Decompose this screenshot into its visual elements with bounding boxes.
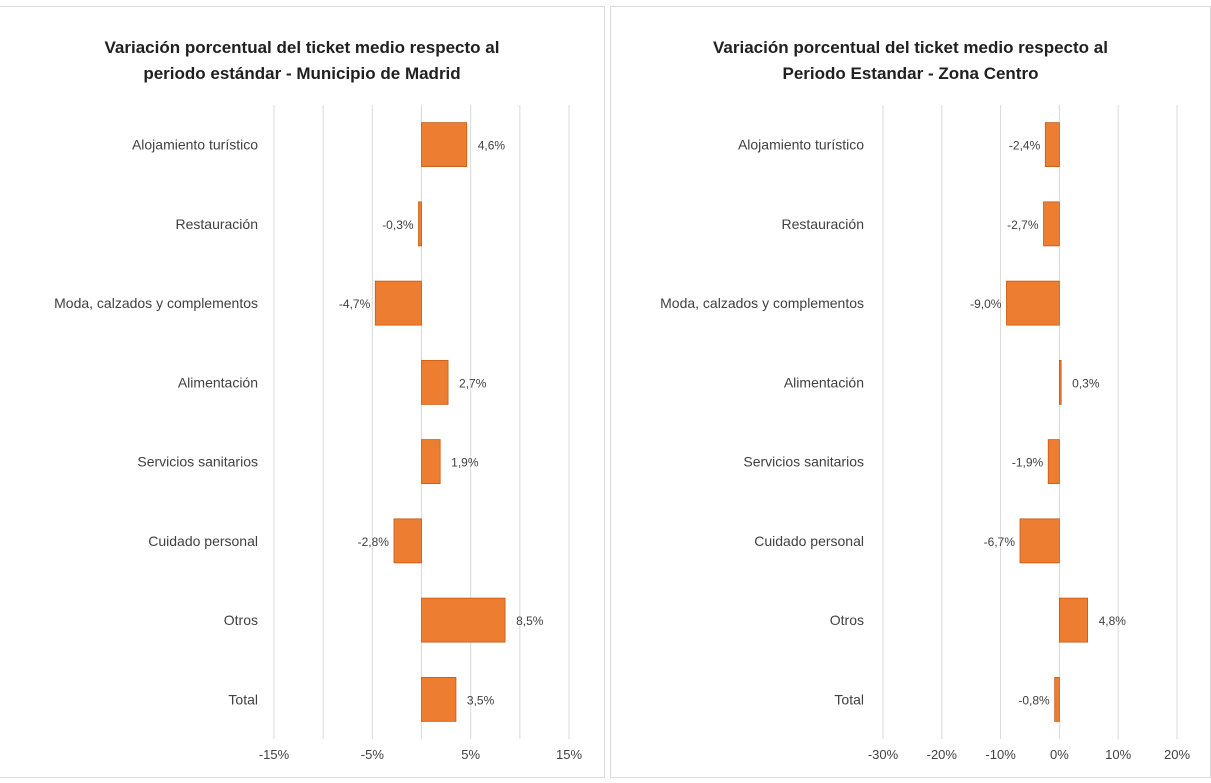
bar [1019, 518, 1060, 564]
chart-title-line-2: Periodo Estandar - Zona Centro [782, 64, 1039, 83]
category-label: Restauración [176, 216, 259, 232]
bar [1044, 122, 1060, 168]
data-label: -2,7% [1007, 218, 1039, 232]
data-label: 1,9% [451, 456, 479, 470]
category-label: Cuidado personal [754, 533, 864, 549]
data-label: -0,8% [1018, 693, 1050, 707]
category-label: Moda, calzados y complementos [660, 295, 864, 311]
data-label: 4,6% [478, 139, 506, 153]
x-tick-label: 20% [1164, 747, 1190, 762]
category-label: Total [834, 691, 864, 707]
data-label: -0,3% [382, 218, 414, 232]
x-tick-label: 15% [556, 747, 582, 762]
category-label: Restauración [782, 216, 865, 232]
data-label: -6,7% [984, 535, 1016, 549]
bar-chart-madrid: Alojamiento turístico 4,6% Restauración -0,… [54, 105, 582, 762]
category-label: Servicios sanitarios [137, 454, 258, 470]
chart-title-line-1: Variación porcentual del ticket medio re… [713, 38, 1108, 57]
category-label: Moda, calzados y complementos [54, 295, 258, 311]
data-label: 2,7% [459, 376, 487, 390]
category-label: Alojamiento turístico [738, 137, 864, 153]
chart-panel-zona-centro: Variación porcentual del ticket medio re… [610, 6, 1211, 778]
x-tick-label: 5% [461, 747, 480, 762]
bar [393, 518, 422, 564]
x-tick-label: 10% [1105, 747, 1131, 762]
data-label: 4,8% [1099, 614, 1127, 628]
data-label: 0,3% [1072, 376, 1100, 390]
chart-panel-madrid: Variación porcentual del ticket medio re… [0, 6, 605, 778]
category-label: Alimentación [784, 374, 864, 390]
chart-title-line-2: periodo estándar - Municipio de Madrid [143, 64, 461, 83]
category-label: Alimentación [178, 374, 258, 390]
bar [1043, 201, 1060, 247]
bar [421, 597, 506, 643]
category-label: Otros [224, 612, 258, 628]
data-label: 8,5% [516, 614, 544, 628]
bar [1047, 439, 1060, 485]
data-label: -1,9% [1012, 456, 1044, 470]
x-tick-label: -10% [985, 747, 1016, 762]
category-label: Total [228, 691, 258, 707]
x-tick-label: -20% [927, 747, 958, 762]
category-label: Alojamiento turístico [132, 137, 258, 153]
bar [421, 122, 468, 168]
bar [421, 676, 457, 722]
chart-title: Variación porcentual del ticket medio re… [611, 35, 1210, 87]
data-label: 3,5% [467, 693, 495, 707]
category-label: Servicios sanitarios [743, 454, 864, 470]
bar [1058, 359, 1062, 405]
data-label: -9,0% [970, 297, 1002, 311]
x-tick-label: -15% [259, 747, 290, 762]
x-tick-label: -5% [361, 747, 385, 762]
bar [421, 439, 441, 485]
x-tick-label: 0% [1050, 747, 1069, 762]
data-label: -2,4% [1009, 139, 1041, 153]
category-label: Otros [830, 612, 864, 628]
bar [418, 201, 422, 247]
chart-title: Variación porcentual del ticket medio re… [0, 35, 604, 87]
chart-title-line-1: Variación porcentual del ticket medio re… [104, 38, 500, 57]
category-label: Cuidado personal [148, 533, 258, 549]
x-tick-label: -30% [868, 747, 899, 762]
bar [421, 359, 449, 405]
bar [374, 280, 422, 326]
bar [1006, 280, 1060, 326]
data-label: -2,8% [358, 535, 390, 549]
bar [1054, 676, 1060, 722]
bar [1058, 597, 1089, 643]
data-label: -4,7% [339, 297, 371, 311]
bar-chart-zona-centro: Alojamiento turístico -2,4% Restauración -2… [660, 105, 1190, 762]
